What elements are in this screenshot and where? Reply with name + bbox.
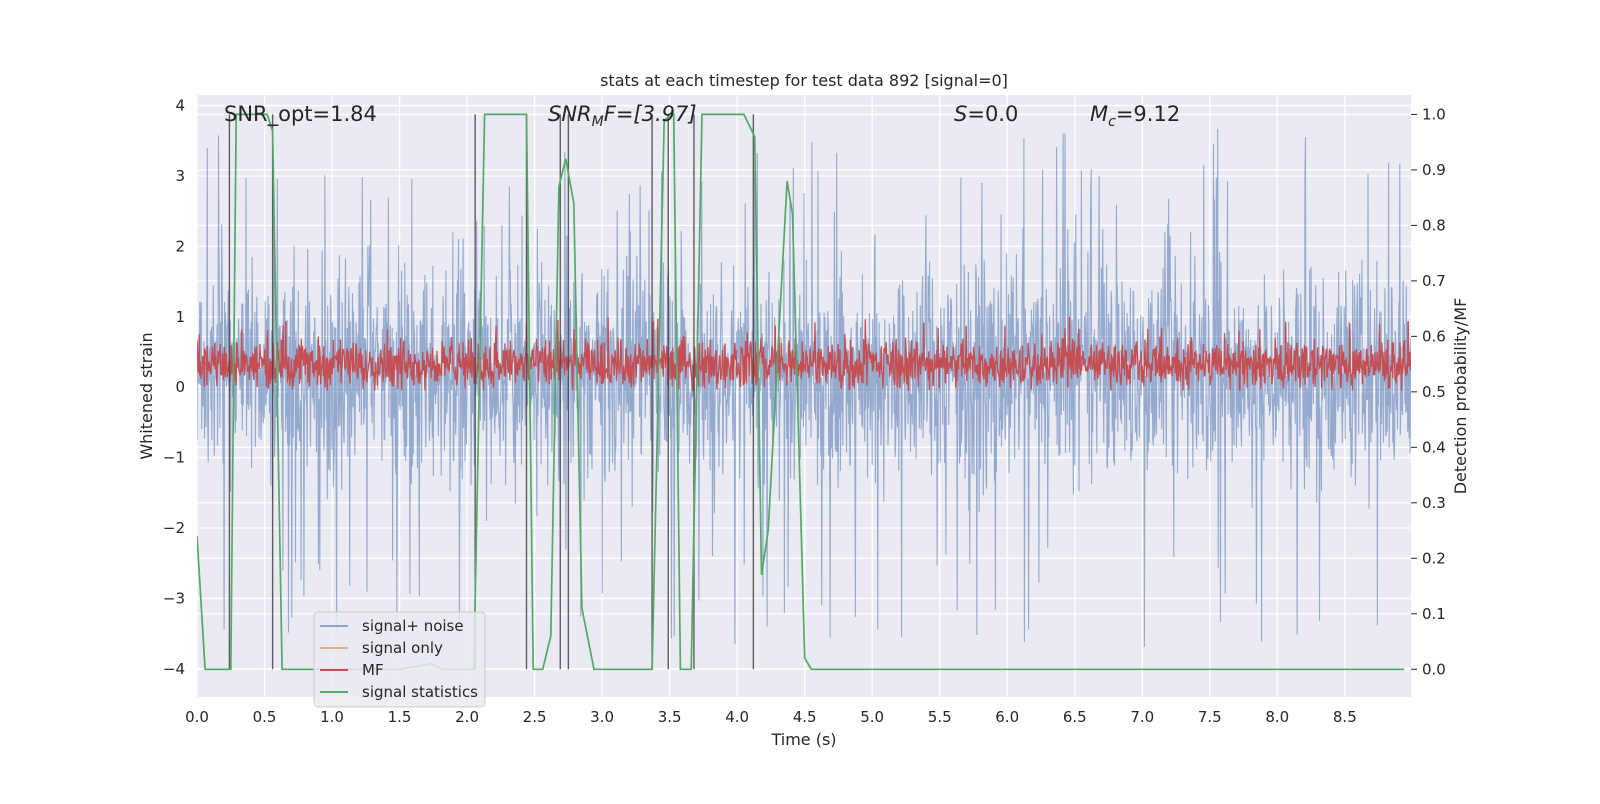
- x-axis-label: Time (s): [770, 730, 836, 749]
- annotation-snr-opt: SNR_opt=1.84: [224, 102, 377, 127]
- legend-label: signal+ noise: [362, 617, 464, 635]
- annotation-s-name: S: [954, 102, 967, 126]
- y-tick-label-right: 0.3: [1422, 494, 1446, 512]
- x-tick-label: 6.5: [1063, 708, 1087, 726]
- y-tick-label-left: 2: [175, 237, 185, 255]
- x-tick-label: 3.0: [590, 708, 614, 726]
- chart-title: stats at each timestep for test data 892…: [600, 71, 1008, 90]
- y-tick-label-right: 0.8: [1422, 216, 1446, 234]
- y-axis-label: Whitened strain: [137, 332, 156, 459]
- y-tick-label-left: 3: [175, 167, 185, 185]
- y-tick-label-left: 1: [175, 308, 185, 326]
- y-tick-label-left: −3: [163, 589, 185, 607]
- mf-series: [197, 316, 1411, 391]
- x-tick-label: 2.5: [523, 708, 547, 726]
- x-tick-label: 1.5: [388, 708, 412, 726]
- legend-label: signal statistics: [362, 683, 478, 701]
- y-tick-label-right: 0.9: [1422, 161, 1446, 179]
- x-tick-label: 2.0: [455, 708, 479, 726]
- x-tick-label: 4.5: [793, 708, 817, 726]
- x-tick-label: 3.5: [658, 708, 682, 726]
- y-tick-labels-right: 0.0 0.1 0.2 0.3 0.4 0.5 0.6 0.7 0.8 0.9 1.0: [1411, 105, 1446, 678]
- y-tick-label-left: −4: [163, 660, 185, 678]
- y-tick-label-right: 0.4: [1422, 438, 1446, 456]
- y-tick-label-left: −1: [163, 449, 185, 467]
- y-tick-label-right: 0.2: [1422, 549, 1446, 567]
- annotation-snr-mf-name: SNR: [548, 102, 592, 126]
- legend-box: [313, 611, 486, 708]
- x-tick-label: 6.0: [995, 708, 1019, 726]
- y-tick-label-right: 1.0: [1422, 105, 1446, 123]
- legend-label: signal only: [362, 639, 443, 657]
- y-tick-label-right: 0.0: [1422, 660, 1446, 678]
- y-tick-label-left: 0: [175, 378, 185, 396]
- x-tick-label: 5.0: [860, 708, 884, 726]
- annotation-mc-rest: =9.12: [1116, 102, 1180, 126]
- y-tick-label-right: 0.6: [1422, 327, 1446, 345]
- y-axis-label-right: Detection probability/MF: [1451, 298, 1470, 495]
- x-tick-label: 4.0: [725, 708, 749, 726]
- x-tick-label: 7.5: [1198, 708, 1222, 726]
- legend-label: MF: [362, 661, 384, 679]
- y-tick-label-right: 0.7: [1422, 272, 1446, 290]
- x-tick-label: 7.0: [1130, 708, 1154, 726]
- x-tick-label: 8.5: [1333, 708, 1357, 726]
- x-tick-label: 8.0: [1265, 708, 1289, 726]
- y-tick-label-right: 0.1: [1422, 605, 1446, 623]
- x-tick-label: 0.5: [253, 708, 277, 726]
- annotation-snr-mf: SNRMF=[3.97]: [548, 102, 697, 130]
- annotation-s-rest: =0.0: [967, 102, 1018, 126]
- legend: signal+ noise signal only MF signal statist…: [313, 611, 486, 708]
- annotation-snr-mf-sub: M: [592, 114, 604, 130]
- x-tick-label: 0.0: [185, 708, 209, 726]
- x-tick-labels: 0.0 0.5 1.0 1.5 2.0 2.5 3.0 3.5 4.0 4.5 5.0 5.5 6.0 6…: [185, 708, 1357, 726]
- annotation-s: S=0.0: [954, 102, 1018, 126]
- annotation-snr-mf-rest: F=[3.97]: [604, 102, 697, 126]
- x-tick-label: 1.0: [320, 708, 344, 726]
- y-tick-label-left: 4: [175, 97, 185, 115]
- y-tick-label-right: 0.5: [1422, 383, 1446, 401]
- annotation-mc-sub: c: [1108, 114, 1116, 130]
- annotation-mc: Mc=9.12: [1090, 102, 1180, 130]
- y-tick-labels-left: −4 −3 −2 −1 0 1 2 3 4: [163, 97, 185, 678]
- mf-line: [197, 316, 1411, 391]
- y-tick-label-left: −2: [163, 519, 185, 537]
- annotation-mc-name: M: [1090, 102, 1108, 126]
- x-tick-label: 5.5: [928, 708, 952, 726]
